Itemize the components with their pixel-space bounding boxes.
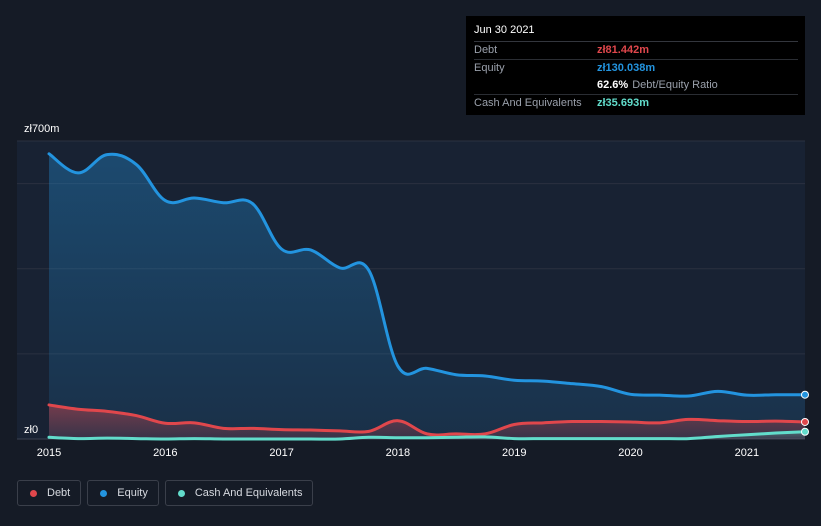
y-tick-label-top: zł700m: [24, 123, 59, 135]
chart-legend: Debt Equity Cash And Equivalents: [17, 480, 314, 506]
legend-debt-dot: [30, 489, 37, 497]
equity-end-marker: [801, 390, 809, 399]
legend-item-debt[interactable]: Debt: [17, 480, 82, 506]
legend-item-cash[interactable]: Cash And Equivalents: [164, 480, 314, 506]
x-tick-label-2015: 2015: [37, 447, 61, 459]
equity-line: [47, 152, 807, 398]
tooltip-debt-label: Debt: [474, 44, 498, 56]
debt-line: [47, 403, 807, 437]
data-tooltip: Jun 30 2021 Debt zł81.442m Equity zł130.…: [466, 16, 805, 115]
legend-cash-label: Cash And Equivalents: [194, 487, 303, 499]
x-tick-label-2016: 2016: [153, 447, 177, 459]
legend-item-equity[interactable]: Equity: [87, 480, 159, 506]
legend-cash-dot: [177, 489, 185, 497]
x-axis: 2015 2016 2017 2018 2019 2020 2021: [37, 447, 759, 459]
legend-equity-dot: [100, 489, 108, 497]
legend-debt-label: Debt: [47, 487, 71, 499]
equity-area: [49, 153, 805, 439]
tooltip-row-cash: Cash And Equivalents zł35.693m: [474, 95, 798, 112]
x-tick-label-2021: 2021: [735, 447, 759, 459]
x-tick-label-2020: 2020: [618, 447, 642, 459]
legend-equity-label: Equity: [117, 487, 148, 499]
tooltip-date: Jun 30 2021: [474, 20, 798, 42]
tooltip-equity-value: zł130.038m: [597, 62, 656, 74]
tooltip-debt-value: zł81.442m: [597, 44, 649, 56]
tooltip-equity-label: Equity: [474, 62, 505, 74]
x-tick-label-2018: 2018: [386, 447, 410, 459]
y-axis: zł700m zł0: [24, 123, 59, 436]
series-lines: [47, 152, 807, 441]
cash-line: [47, 430, 807, 441]
debt-area: [49, 404, 805, 439]
tooltip-ratio-label: Debt/Equity Ratio: [632, 79, 718, 91]
tooltip-row-ratio: 62.6% Debt/Equity Ratio: [474, 77, 798, 95]
tooltip-cash-label: Cash And Equivalents: [474, 97, 582, 109]
end-markers: [801, 390, 809, 436]
tooltip-row-equity: Equity zł130.038m: [474, 60, 798, 77]
x-tick-label-2017: 2017: [269, 447, 293, 459]
x-tick-label-2019: 2019: [502, 447, 526, 459]
y-tick-label-bottom: zł0: [24, 424, 38, 436]
debt-end-marker: [801, 417, 809, 426]
cash-end-marker: [801, 427, 809, 436]
tooltip-cash-value: zł35.693m: [597, 97, 649, 109]
tooltip-ratio-value: 62.6%: [597, 79, 629, 91]
tooltip-row-debt: Debt zł81.442m: [474, 42, 798, 60]
